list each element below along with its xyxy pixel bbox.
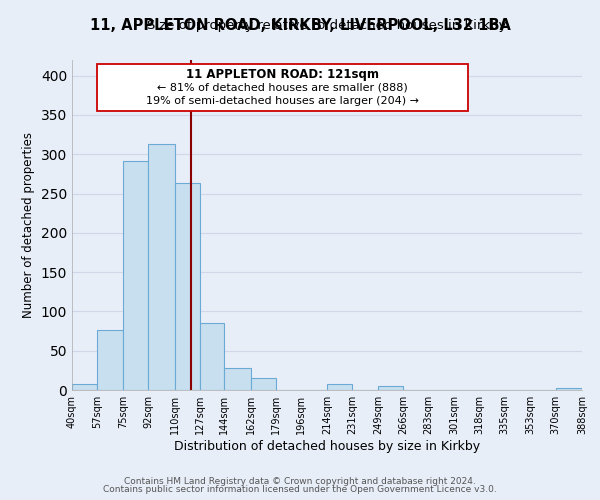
Text: Contains HM Land Registry data © Crown copyright and database right 2024.: Contains HM Land Registry data © Crown c…: [124, 477, 476, 486]
X-axis label: Distribution of detached houses by size in Kirkby: Distribution of detached houses by size …: [174, 440, 480, 453]
Text: 11 APPLETON ROAD: 121sqm: 11 APPLETON ROAD: 121sqm: [186, 68, 379, 81]
Text: Contains public sector information licensed under the Open Government Licence v3: Contains public sector information licen…: [103, 485, 497, 494]
Text: ← 81% of detached houses are smaller (888): ← 81% of detached houses are smaller (88…: [157, 82, 407, 92]
Bar: [251, 378, 276, 390]
Bar: [224, 368, 251, 390]
Bar: [556, 388, 582, 390]
FancyBboxPatch shape: [97, 64, 467, 111]
Bar: [199, 323, 224, 390]
Y-axis label: Number of detached properties: Number of detached properties: [22, 132, 35, 318]
Bar: [97, 330, 123, 390]
Text: 11, APPLETON ROAD, KIRKBY, LIVERPOOL, L32 1BA: 11, APPLETON ROAD, KIRKBY, LIVERPOOL, L3…: [89, 18, 511, 32]
Bar: [72, 384, 97, 390]
Bar: [175, 184, 199, 390]
Title: Size of property relative to detached houses in Kirkby: Size of property relative to detached ho…: [147, 20, 507, 32]
Text: 19% of semi-detached houses are larger (204) →: 19% of semi-detached houses are larger (…: [146, 96, 419, 106]
Bar: [378, 386, 403, 390]
Bar: [123, 162, 148, 390]
Bar: [327, 384, 352, 390]
Bar: [148, 144, 175, 390]
